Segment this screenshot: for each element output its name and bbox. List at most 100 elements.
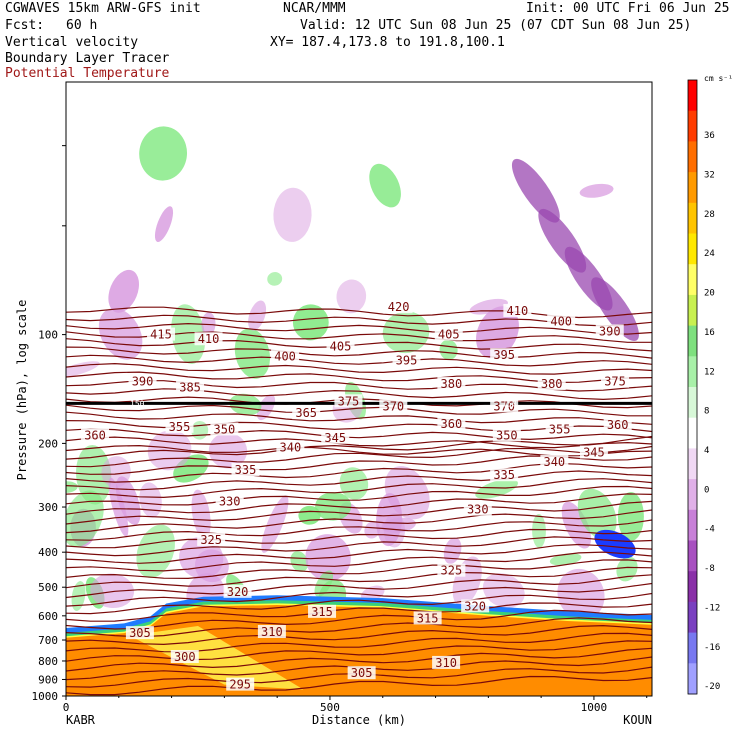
vv-cell bbox=[136, 524, 175, 578]
theta-label: 325 bbox=[441, 564, 463, 578]
theta-label: 380 bbox=[541, 377, 563, 391]
plot-fields: 415 410 400 405 420 405 410 400 390 390 385 395 395 3… bbox=[66, 126, 652, 696]
theta-label-bg bbox=[223, 584, 252, 598]
theta-contour bbox=[66, 322, 652, 335]
theta-contour bbox=[66, 559, 652, 580]
colorbar-label: 0 bbox=[704, 485, 709, 495]
vv-cell bbox=[383, 512, 405, 548]
colorbar-swatch bbox=[688, 663, 697, 695]
vv-cell bbox=[154, 206, 174, 242]
vv-cell bbox=[549, 553, 582, 566]
theta-label: 315 bbox=[417, 611, 439, 625]
valid-time: Valid: 12 UTC Sun 08 Jun 25 (07 CDT Sun … bbox=[300, 18, 692, 33]
theta-label-bg bbox=[276, 440, 305, 454]
theta-label: 390 bbox=[599, 324, 621, 338]
vv-cell bbox=[256, 394, 276, 421]
theta-label: 375 bbox=[338, 394, 360, 408]
colorbar-label: 16 bbox=[704, 328, 715, 338]
theta-label-bg bbox=[432, 655, 461, 669]
vv-cell bbox=[579, 183, 614, 198]
theta-label-bg bbox=[197, 532, 226, 546]
theta-label: 360 bbox=[84, 428, 106, 442]
theta-label-bg bbox=[292, 406, 321, 420]
theta-contour bbox=[66, 435, 652, 460]
theta-contour bbox=[66, 493, 652, 515]
vv-cell bbox=[248, 300, 267, 331]
y-tick-label: 700 bbox=[38, 634, 58, 647]
y-tick-label: 400 bbox=[38, 546, 58, 559]
y-axis-title: Pressure (hPa), log scale bbox=[15, 300, 29, 481]
theta-contour bbox=[66, 478, 652, 499]
cross-section-endpoints: XY= 187.4,173.8 to 191.8,100.1 bbox=[270, 35, 505, 50]
theta-label-bg bbox=[603, 418, 632, 432]
theta-label: 375 bbox=[604, 375, 626, 389]
theta-label-bg bbox=[165, 419, 194, 433]
theta-label: 320 bbox=[227, 585, 249, 599]
vv-cell bbox=[617, 492, 644, 541]
colorbar-unit: cm s⁻¹ bbox=[704, 74, 733, 83]
theta-contour bbox=[66, 470, 652, 491]
vv-cell bbox=[594, 529, 636, 559]
vv-cell bbox=[139, 482, 162, 518]
theta-label-bg bbox=[461, 599, 490, 613]
theta-label-bg bbox=[547, 314, 576, 328]
colorbar-swatch bbox=[688, 387, 697, 419]
theta-label: 360 bbox=[607, 418, 629, 432]
theta-label-bg bbox=[540, 454, 569, 468]
colorbar-swatch bbox=[688, 172, 697, 204]
theta-label-bg bbox=[503, 303, 532, 317]
colorbar-label: -4 bbox=[704, 525, 715, 535]
field-vertical-velocity: Vertical velocity bbox=[5, 35, 139, 50]
theta-label-bg bbox=[210, 422, 239, 436]
tropopause-label: 150 bbox=[130, 399, 145, 408]
y-tick-label: 500 bbox=[38, 581, 58, 594]
colorbar-label: 36 bbox=[704, 131, 715, 141]
theta-label: 315 bbox=[311, 605, 333, 619]
theta-label: 300 bbox=[174, 650, 196, 664]
forecast-label: Fcst: bbox=[5, 18, 45, 33]
theta-contour bbox=[66, 647, 652, 672]
theta-label: 405 bbox=[330, 340, 352, 354]
vv-cell bbox=[511, 158, 560, 223]
colorbar-label: 4 bbox=[704, 446, 709, 456]
colorbar-label: 32 bbox=[704, 170, 715, 180]
model-title: CGWAVES 15km ARW-GFS init bbox=[5, 1, 201, 16]
y-tick-label: 100 bbox=[38, 329, 58, 342]
theta-label: 420 bbox=[388, 300, 410, 314]
theta-label: 400 bbox=[274, 350, 296, 364]
theta-label: 360 bbox=[441, 417, 463, 431]
colorbar: 36 32 28 24 20 16 12 8 4 0 -4 -8 -12 -16 -20 bbox=[687, 79, 720, 695]
theta-label-bg bbox=[271, 349, 300, 363]
theta-label-bg bbox=[492, 428, 521, 442]
theta-label-bg bbox=[128, 374, 157, 388]
theta-label-bg bbox=[490, 399, 519, 413]
y-tick-label: 800 bbox=[38, 655, 58, 668]
theta-contour bbox=[66, 632, 652, 653]
theta-label: 320 bbox=[464, 599, 486, 613]
theta-label-bg bbox=[170, 650, 199, 664]
theta-label-bg bbox=[347, 666, 376, 680]
colorbar-label: 12 bbox=[704, 367, 715, 377]
theta-label-bg bbox=[537, 377, 566, 391]
theta-label: 295 bbox=[229, 678, 251, 692]
theta-label: 395 bbox=[493, 348, 515, 362]
colorbar-swatch bbox=[688, 417, 697, 449]
theta-label: 335 bbox=[493, 468, 515, 482]
theta-label: 310 bbox=[261, 625, 283, 639]
theta-label: 365 bbox=[295, 406, 317, 420]
theta-contour bbox=[66, 436, 652, 449]
theta-label-bg bbox=[125, 626, 154, 640]
theta-label-bg bbox=[437, 377, 466, 391]
colorbar-swatch bbox=[688, 479, 697, 511]
theta-label: 410 bbox=[507, 304, 529, 318]
theta-label-bg bbox=[257, 624, 286, 638]
forecast-hour: 60 h bbox=[66, 18, 98, 33]
theta-label-bg bbox=[601, 374, 630, 388]
colorbar-swatch bbox=[688, 80, 697, 112]
theta-label: 410 bbox=[198, 332, 220, 346]
vv-cell bbox=[616, 556, 638, 582]
theta-label-bg bbox=[379, 399, 408, 413]
colorbar-swatch bbox=[688, 233, 697, 265]
theta-contour bbox=[66, 388, 652, 401]
